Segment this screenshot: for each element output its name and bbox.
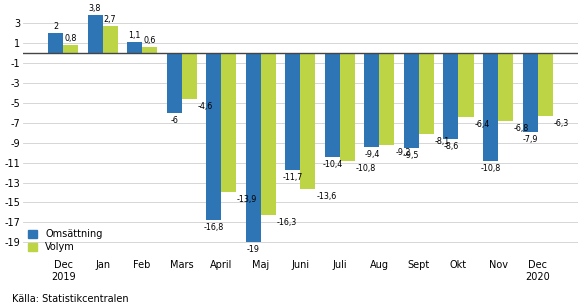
Text: -10,8: -10,8 — [356, 164, 376, 173]
Bar — [379, 53, 395, 145]
Text: -10,8: -10,8 — [480, 164, 501, 173]
Text: -7,9: -7,9 — [522, 135, 538, 144]
Text: -6,3: -6,3 — [553, 119, 569, 128]
Bar — [498, 53, 513, 121]
Bar — [206, 53, 221, 220]
Bar — [221, 53, 236, 192]
Bar — [419, 53, 434, 134]
Bar — [523, 53, 538, 132]
Text: -9,4: -9,4 — [364, 150, 379, 159]
Bar — [285, 53, 300, 170]
Text: -4,6: -4,6 — [197, 102, 213, 111]
Bar — [340, 53, 355, 161]
Text: -9,2: -9,2 — [395, 148, 411, 157]
Text: -6,4: -6,4 — [474, 120, 489, 129]
Text: -11,7: -11,7 — [283, 173, 303, 182]
Legend: Omsättning, Volym: Omsättning, Volym — [28, 230, 102, 252]
Text: 0,6: 0,6 — [144, 36, 156, 45]
Bar — [166, 53, 182, 113]
Bar — [538, 53, 552, 116]
Text: 2: 2 — [53, 22, 58, 31]
Bar — [483, 53, 498, 161]
Text: -6,8: -6,8 — [514, 124, 529, 133]
Bar — [300, 53, 315, 188]
Text: -16,3: -16,3 — [276, 218, 297, 227]
Text: 3,8: 3,8 — [89, 5, 101, 13]
Bar — [404, 53, 419, 148]
Text: -16,8: -16,8 — [204, 223, 224, 232]
Bar — [87, 16, 102, 53]
Text: -13,6: -13,6 — [316, 192, 336, 201]
Text: -8,6: -8,6 — [443, 142, 459, 151]
Bar — [182, 53, 197, 99]
Bar — [261, 53, 276, 216]
Text: -8,1: -8,1 — [435, 137, 450, 146]
Bar — [127, 42, 142, 53]
Bar — [443, 53, 459, 139]
Bar — [63, 45, 78, 53]
Bar — [48, 33, 63, 53]
Bar — [142, 47, 157, 53]
Text: -9,5: -9,5 — [404, 151, 419, 160]
Text: Källa: Statistikcentralen: Källa: Statistikcentralen — [12, 294, 128, 304]
Text: -10,4: -10,4 — [322, 160, 342, 169]
Text: 0,8: 0,8 — [65, 34, 77, 43]
Bar — [325, 53, 340, 157]
Text: -19: -19 — [247, 245, 260, 254]
Bar — [364, 53, 379, 147]
Text: -13,9: -13,9 — [237, 195, 257, 204]
Bar — [102, 26, 118, 53]
Bar — [459, 53, 474, 117]
Bar — [246, 53, 261, 242]
Text: 1,1: 1,1 — [129, 31, 141, 40]
Text: -6: -6 — [171, 116, 178, 125]
Text: 2,7: 2,7 — [104, 16, 116, 24]
